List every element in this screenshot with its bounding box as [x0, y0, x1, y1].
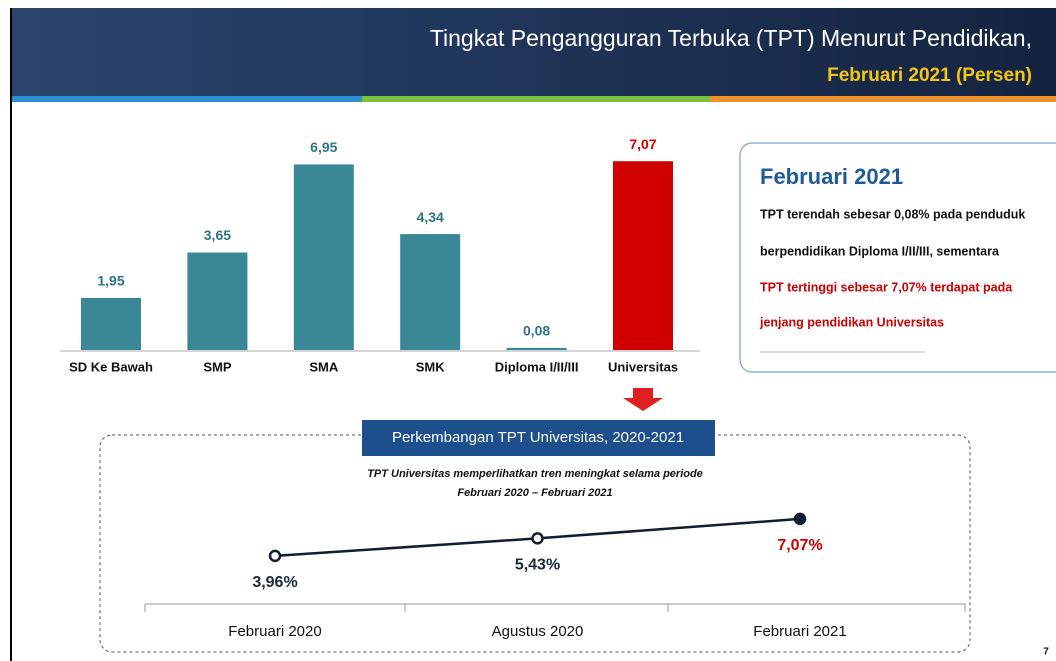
x-tick-label: Agustus 2020	[492, 623, 584, 640]
callout-line: TPT tertinggi sebesar 7,07% terdapat pad…	[760, 280, 1013, 294]
header-band	[10, 8, 1056, 96]
bar	[613, 161, 673, 350]
callout-line: TPT terendah sebesar 0,08% pada penduduk	[760, 207, 1025, 221]
point	[268, 549, 282, 563]
value-label: 0,08	[523, 323, 550, 339]
stripe	[710, 96, 1056, 102]
bar	[400, 234, 461, 350]
value-label: 7,07	[629, 136, 656, 152]
x-tick-label: Universitas	[608, 359, 678, 374]
x-tick-label: Diploma I/II/III	[495, 359, 579, 374]
bar	[187, 252, 248, 350]
bar	[506, 347, 567, 350]
callout-line: berpendidikan Diploma I/II/III, sementar…	[760, 244, 1000, 258]
point	[793, 512, 807, 526]
x-tick-label: Februari 2020	[228, 623, 321, 640]
value-label: 1,95	[97, 273, 124, 289]
line-title-box	[362, 420, 715, 456]
bar	[81, 297, 141, 350]
x-tick-label: Februari 2021	[753, 623, 846, 640]
value-label: 3,65	[204, 227, 231, 243]
header-title: Tingkat Pengangguran Terbuka (TPT) Menur…	[430, 25, 1032, 51]
value-label: 7,07%	[777, 537, 822, 554]
page-number: 7	[1043, 647, 1049, 658]
header-subtitle: Februari 2021 (Persen)	[827, 65, 1032, 86]
arrow	[623, 388, 663, 411]
stripe	[10, 96, 362, 102]
value-label: 6,95	[310, 139, 337, 155]
callout-title: Februari 2021	[760, 164, 903, 189]
x-tick-label: SD Ke Bawah	[69, 359, 153, 374]
bar	[293, 164, 354, 350]
line-subtitle: TPT Universitas memperlihatkan tren meni…	[367, 468, 703, 480]
callout-line: jenjang pendidikan Universitas	[759, 315, 944, 329]
x-tick-label: SMP	[203, 359, 232, 374]
x-tick-label: SMA	[309, 359, 339, 374]
line-subtitle: Februari 2020 – Februari 2021	[457, 487, 612, 499]
x-tick-label: SMK	[416, 359, 446, 374]
value-label: 5,43%	[515, 557, 560, 574]
callout-box	[739, 142, 1056, 373]
value-label: 4,34	[417, 209, 444, 225]
point	[531, 532, 544, 545]
line-title: Perkembangan TPT Universitas, 2020-2021	[392, 429, 684, 446]
stripe	[362, 96, 710, 102]
value-label: 3,96%	[252, 574, 297, 591]
